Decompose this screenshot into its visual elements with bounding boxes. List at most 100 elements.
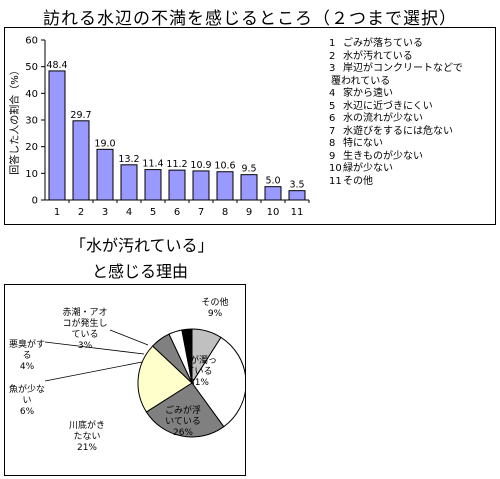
legend-item-number: 11 bbox=[329, 175, 342, 187]
y-tick-label: 20 bbox=[25, 142, 38, 153]
pie-slice-label: 川底がき bbox=[69, 419, 105, 431]
y-tick-label: 10 bbox=[25, 169, 38, 180]
bar-value-label: 11.4 bbox=[142, 159, 163, 170]
page-title: 訪れる水辺の不満を感じるところ（２つまで選択） bbox=[43, 9, 457, 29]
pie-slice-value: 3% bbox=[78, 341, 93, 351]
legend-item: 5 水辺に近づきにくい bbox=[329, 101, 463, 114]
pie-slice-value: 6% bbox=[20, 407, 35, 417]
pie-chart-panel: その他 9% 水が濁っ ている 31% ごみが浮 いている 26% 川底がき たない 21% 魚が少な… bbox=[4, 284, 247, 476]
pie-title-line1: 「水が汚れている」 bbox=[70, 236, 214, 255]
pie-slice-value: 31% bbox=[189, 378, 209, 388]
bar-8 bbox=[216, 171, 234, 201]
legend-item: 1 ごみが落ちている bbox=[329, 38, 463, 51]
bar-2 bbox=[72, 120, 90, 201]
legend-item-label: 家から遠い bbox=[343, 88, 393, 99]
pie-leader-line bbox=[44, 341, 145, 355]
pie-slice-label: い bbox=[22, 396, 31, 406]
bar-11 bbox=[288, 190, 306, 201]
legend-item-label: 水の流れが少ない bbox=[343, 113, 423, 124]
pie-slice-label: コが発生し bbox=[62, 317, 107, 329]
legend-item-number: 8 bbox=[329, 138, 336, 149]
bar-value-label: 29.7 bbox=[70, 110, 91, 121]
pie-slice-label: 赤潮・アオ bbox=[62, 306, 107, 318]
x-tick-label: 2 bbox=[78, 207, 84, 218]
bar-value-label: 48.4 bbox=[46, 60, 67, 71]
legend-item-label: 水が汚れている bbox=[343, 50, 413, 62]
legend-item-label: ごみが落ちている bbox=[343, 38, 423, 49]
legend-item-number: 4 bbox=[329, 88, 336, 99]
x-tick-label: 5 bbox=[150, 207, 156, 218]
legend-item-label: 緑が少ない bbox=[343, 163, 393, 174]
bar-10 bbox=[264, 186, 282, 201]
bar-chart-panel: 回答した人の割合（%） 0 10 20 30 40 50 60 48.4 1 29.7 2 19.0 3 1… bbox=[4, 27, 496, 225]
bar-value-label: 13.2 bbox=[118, 154, 139, 165]
bar-6 bbox=[168, 169, 186, 201]
bar-value-label: 10.9 bbox=[190, 160, 211, 171]
pie-slice-value: 21% bbox=[77, 443, 97, 453]
legend-item-number: 5 bbox=[329, 100, 336, 112]
pie-leader-line bbox=[109, 329, 149, 346]
pie-slice-value: 26% bbox=[173, 428, 193, 438]
x-tick-label: 7 bbox=[198, 207, 204, 218]
bar-1 bbox=[48, 70, 66, 201]
bar-value-label: 5.0 bbox=[265, 176, 280, 187]
pie-slice-value: 4% bbox=[20, 362, 35, 372]
y-tick-label: 40 bbox=[25, 89, 38, 100]
legend-item: 6 水の流れが少ない bbox=[329, 113, 463, 126]
legend-item-number: 7 bbox=[329, 125, 336, 137]
legend-item: 8 特にない bbox=[329, 138, 463, 151]
pie-slice-label: ている bbox=[185, 366, 212, 377]
pie-slice-label: その他 bbox=[201, 296, 228, 308]
legend-item: 7 水遊びをするには危ない bbox=[329, 126, 463, 139]
pie-title-line2: と感じる理由 bbox=[92, 262, 189, 281]
x-tick-label: 4 bbox=[126, 207, 132, 218]
bar-value-label: 3.5 bbox=[289, 180, 304, 191]
y-tick-label: 50 bbox=[25, 62, 38, 73]
legend-item: 3 岸辺がコンクリートなどで 覆われている bbox=[329, 63, 463, 88]
y-tick-label: 30 bbox=[25, 116, 38, 127]
x-tick-label: 1 bbox=[54, 207, 60, 218]
x-tick-label: 8 bbox=[222, 207, 228, 218]
legend-item-number: 2 bbox=[329, 50, 336, 62]
y-axis-label: 回答した人の割合（%） bbox=[8, 65, 21, 175]
legend-item-label: 生きものが少ない bbox=[343, 150, 423, 162]
legend-item-label: 特にない bbox=[343, 138, 383, 149]
legend-item-number: 3 bbox=[329, 63, 336, 74]
pie-slice-label: ごみが浮 bbox=[165, 404, 201, 416]
bar-chart-legend: 1 ごみが落ちている 2 水が汚れている 3 岸辺がコンクリートなどで 覆われている 4 家から… bbox=[329, 38, 463, 188]
pie-slice-value: 9% bbox=[208, 309, 223, 319]
legend-item-label: 岸辺がコンクリートなどで bbox=[343, 63, 463, 74]
pie-slice-label: たない bbox=[73, 431, 100, 442]
legend-item-label: その他 bbox=[343, 175, 373, 187]
legend-item: 4 家から遠い bbox=[329, 88, 463, 101]
x-tick-label: 6 bbox=[174, 207, 180, 218]
bar-7 bbox=[192, 170, 210, 201]
bar-value-label: 9.5 bbox=[241, 164, 256, 175]
x-tick-label: 10 bbox=[267, 207, 280, 218]
pie-slice-2 bbox=[145, 382, 225, 438]
bar-value-label: 10.6 bbox=[214, 161, 235, 172]
pie-slice-label: いている bbox=[165, 416, 201, 427]
pie-leader-line bbox=[44, 361, 143, 382]
bar-4 bbox=[120, 164, 138, 201]
legend-item-label: 水遊びをするには危ない bbox=[343, 125, 453, 137]
bar-5 bbox=[144, 169, 162, 201]
legend-item: 2 水が汚れている bbox=[329, 51, 463, 64]
legend-item-number: 6 bbox=[329, 113, 336, 124]
pie-slice-6 bbox=[181, 328, 193, 384]
legend-item-number: 1 bbox=[329, 38, 336, 49]
bar-value-label: 19.0 bbox=[94, 138, 115, 149]
bar-chart: 回答した人の割合（%） 0 10 20 30 40 50 60 48.4 1 29.7 2 19.0 3 1… bbox=[8, 36, 310, 218]
legend-item: 9 生きものが少ない bbox=[329, 151, 463, 164]
legend-item-number: 9 bbox=[329, 150, 336, 162]
legend-item-label-continued: 覆われている bbox=[331, 75, 391, 87]
legend-item: 10緑が少ない bbox=[329, 163, 463, 176]
legend-item-label: 水辺に近づきにくい bbox=[343, 100, 433, 112]
x-tick-label: 9 bbox=[246, 207, 252, 218]
bar-3 bbox=[96, 148, 114, 201]
pie-slice-label: 魚が少な bbox=[9, 383, 45, 395]
pie-slice-label: ている bbox=[71, 329, 98, 340]
y-tick-label: 60 bbox=[25, 36, 38, 47]
x-tick-label: 3 bbox=[102, 207, 108, 218]
legend-item: 11その他 bbox=[329, 176, 463, 189]
